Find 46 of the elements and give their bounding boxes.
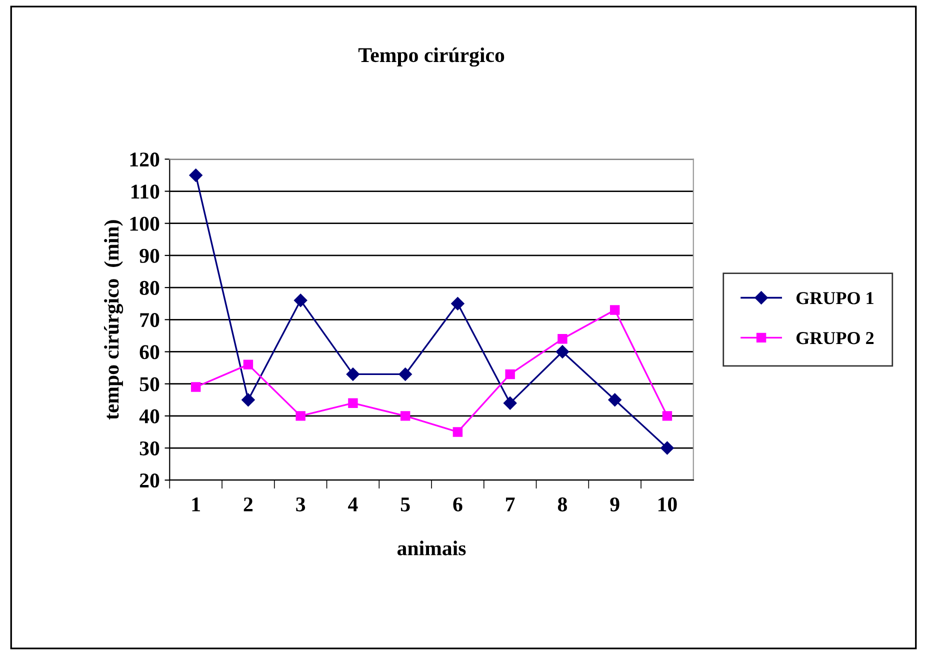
point	[556, 345, 570, 358]
point	[348, 398, 358, 408]
point	[400, 411, 410, 421]
y-tick-label: 20	[140, 473, 160, 488]
legend-label: GRUPO 1	[796, 292, 874, 304]
x-tick-label: 2	[244, 497, 253, 512]
x-tick-label: 3	[296, 497, 306, 512]
point	[242, 393, 255, 406]
point	[610, 305, 620, 315]
x-axis-title: animais	[397, 540, 466, 556]
y-tick-label: 110	[131, 184, 160, 199]
point	[608, 393, 622, 406]
point	[294, 294, 308, 307]
point	[190, 382, 201, 392]
point	[451, 297, 464, 310]
y-tick-label: 120	[130, 152, 160, 167]
y-tick-label: 90	[140, 248, 160, 263]
y-tick-label: 100	[130, 216, 160, 231]
legend-label: GRUPO 2	[796, 332, 874, 344]
point	[296, 411, 306, 421]
point	[243, 360, 254, 370]
point	[452, 427, 463, 437]
y-tick-label: 40	[139, 409, 160, 424]
point	[662, 411, 672, 421]
x-tick-label: 8	[558, 497, 567, 512]
point	[398, 368, 412, 381]
chart-title: Tempo cirúrgico	[358, 47, 504, 67]
y-tick-label: 30	[140, 441, 160, 456]
y-axis-title: tempo cirúrgico (min)	[104, 220, 124, 420]
y-tick-label: 80	[140, 280, 160, 295]
point	[503, 396, 517, 410]
point	[505, 369, 515, 380]
x-tick-label: 10	[658, 497, 677, 512]
point	[660, 441, 674, 455]
x-tick-label: 5	[400, 498, 410, 512]
x-tick-label: 7	[506, 498, 515, 512]
y-tick-label: 60	[140, 345, 160, 360]
x-tick-label: 4	[348, 498, 358, 512]
y-tick-label: 50	[140, 377, 160, 392]
point	[189, 168, 202, 182]
x-tick-label: 9	[610, 497, 620, 512]
x-tick-label: 6	[453, 497, 462, 512]
x-tick-label: 1	[192, 497, 200, 512]
point	[558, 334, 568, 344]
y-tick-label: 70	[140, 313, 160, 328]
point	[346, 368, 360, 381]
